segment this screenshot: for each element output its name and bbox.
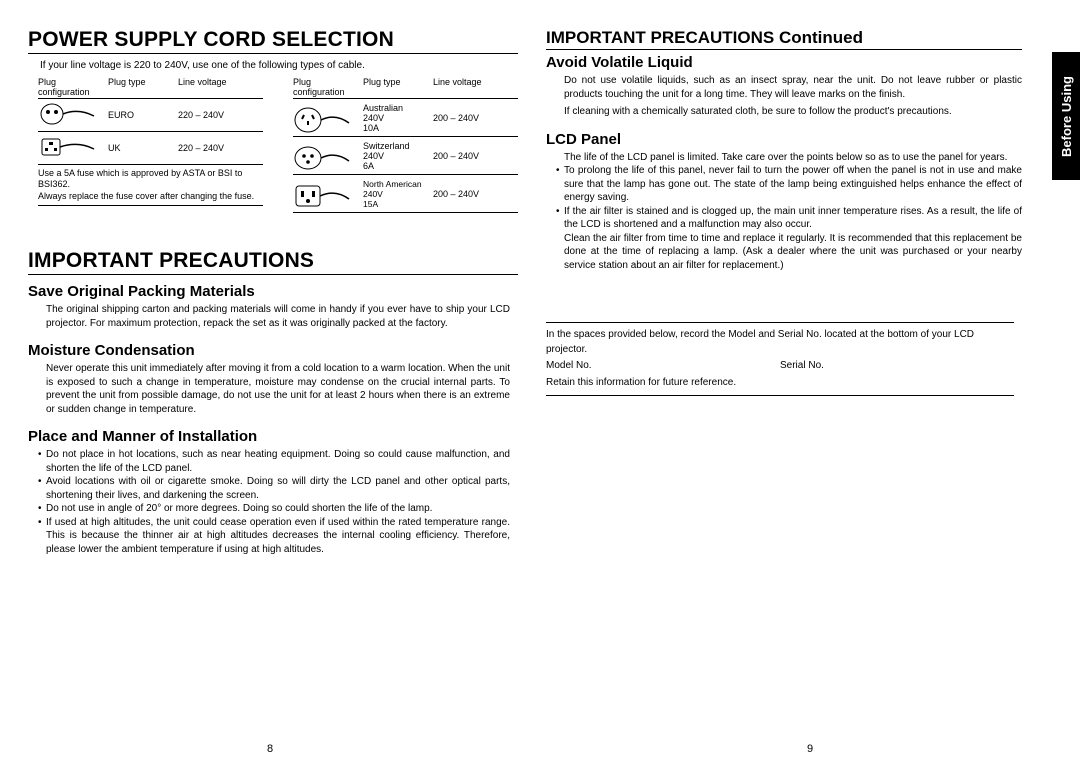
record-intro: In the spaces provided below, record the… — [546, 328, 1014, 357]
moisture-text: Never operate this unit immediately afte… — [46, 362, 510, 416]
page-number-right: 9 — [540, 743, 1080, 755]
swiss-plug-icon — [293, 143, 353, 173]
avoid-title: Avoid Volatile Liquid — [546, 54, 1022, 71]
right-page: IMPORTANT PRECAUTIONS Continued Avoid Vo… — [546, 28, 1062, 763]
lcd-title: LCD Panel — [546, 131, 1022, 148]
plug-table-1: Plug configuration Plug type Line voltag… — [38, 77, 263, 213]
side-tab-label: Before Using — [1059, 76, 1074, 157]
cell-type: Switzerland 240V 6A — [363, 141, 433, 171]
aus-plug-icon — [293, 105, 353, 135]
table-row: Switzerland 240V 6A 200 – 240V — [293, 137, 518, 175]
list-item: •To prolong the life of this panel, neve… — [556, 164, 1022, 205]
power-title: POWER SUPPLY CORD SELECTION — [28, 28, 518, 54]
cell-type: North American 240V 15A — [363, 179, 433, 209]
cell-type: Australian 240V 10A — [363, 103, 433, 133]
power-intro: If your line voltage is 220 to 240V, use… — [40, 60, 518, 71]
model-label: Model No. — [546, 359, 780, 374]
lcd-intro: The life of the LCD panel is limited. Ta… — [564, 151, 1022, 165]
continued-title: IMPORTANT PRECAUTIONS Continued — [546, 28, 1022, 50]
place-title: Place and Manner of Installation — [28, 428, 518, 445]
cell-voltage: 200 – 240V — [433, 189, 518, 199]
cell-voltage: 200 – 240V — [433, 113, 518, 123]
bullet-text: If used at high altitudes, the unit coul… — [46, 516, 510, 557]
fuse-note: Use a 5A fuse which is approved by ASTA … — [38, 165, 263, 206]
serial-label: Serial No. — [780, 359, 1014, 374]
th-voltage: Line voltage — [178, 77, 263, 97]
side-tab: Before Using — [1052, 52, 1080, 180]
th-config: Plug configuration — [38, 77, 108, 97]
retain-text: Retain this information for future refer… — [546, 376, 1014, 391]
page-numbers: 8 9 — [0, 743, 1080, 755]
cell-voltage: 220 – 240V — [178, 143, 263, 153]
save-materials-text: The original shipping carton and packing… — [46, 303, 510, 330]
table-row: North American 240V 15A 200 – 240V — [293, 175, 518, 213]
plug-table-2: Plug configuration Plug type Line voltag… — [293, 77, 518, 213]
bullet-text: Do not use in angle of 20° or more degre… — [46, 502, 510, 516]
bullet-text: If the air filter is stained and is clog… — [564, 205, 1022, 273]
list-item: •If used at high altitudes, the unit cou… — [38, 516, 510, 557]
cell-voltage: 220 – 240V — [178, 110, 263, 120]
euro-plug-icon — [38, 102, 98, 126]
avoid-text-1: Do not use volatile liquids, such as an … — [564, 74, 1022, 101]
list-item: •Do not place in hot locations, such as … — [38, 448, 510, 475]
bullet-text: Avoid locations with oil or cigarette sm… — [46, 475, 510, 502]
page-number-left: 8 — [0, 743, 540, 755]
list-item: •Do not use in angle of 20° or more degr… — [38, 502, 510, 516]
bullet-text: Do not place in hot locations, such as n… — [46, 448, 510, 475]
precautions-title: IMPORTANT PRECAUTIONS — [28, 249, 518, 275]
cell-type: UK — [108, 143, 178, 153]
th-config: Plug configuration — [293, 77, 363, 97]
na-plug-icon — [293, 181, 353, 211]
left-page: POWER SUPPLY CORD SELECTION If your line… — [28, 28, 518, 763]
th-type: Plug type — [108, 77, 178, 97]
moisture-title: Moisture Condensation — [28, 342, 518, 359]
th-voltage: Line voltage — [433, 77, 518, 97]
list-item: •Avoid locations with oil or cigarette s… — [38, 475, 510, 502]
save-materials-title: Save Original Packing Materials — [28, 283, 518, 300]
cell-voltage: 200 – 240V — [433, 151, 518, 161]
table-row: EURO 220 – 240V — [38, 99, 263, 132]
uk-plug-icon — [38, 135, 98, 159]
cell-type: EURO — [108, 110, 178, 120]
record-box: In the spaces provided below, record the… — [546, 322, 1014, 396]
th-type: Plug type — [363, 77, 433, 97]
bullet-text: To prolong the life of this panel, never… — [564, 164, 1022, 205]
list-item: •If the air filter is stained and is clo… — [556, 205, 1022, 273]
avoid-text-2: If cleaning with a chemically saturated … — [564, 105, 1022, 119]
table-row: UK 220 – 240V — [38, 132, 263, 165]
table-row: Australian 240V 10A 200 – 240V — [293, 99, 518, 137]
plug-tables: Plug configuration Plug type Line voltag… — [38, 77, 518, 213]
